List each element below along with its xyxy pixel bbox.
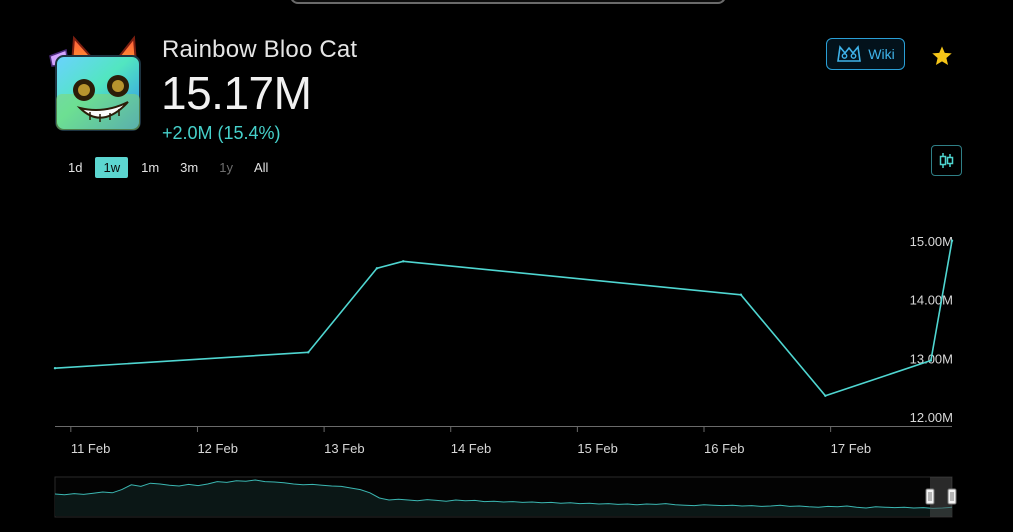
x-tick-label: 11 Feb	[71, 441, 111, 456]
x-tick-label: 12 Feb	[197, 441, 237, 456]
y-tick-label: 14.00M	[910, 293, 953, 308]
price-points	[53, 239, 954, 397]
y-tick-label: 15.00M	[910, 234, 953, 249]
range-tab-1d[interactable]: 1d	[68, 160, 83, 175]
star-icon[interactable]	[931, 45, 953, 67]
range-tab-1w[interactable]: 1w	[95, 157, 129, 178]
wiki-button[interactable]: Wiki	[826, 38, 905, 70]
time-range-tabs: 1d 1w 1m 3m 1y All	[60, 157, 276, 178]
price-point[interactable]	[824, 394, 827, 397]
chart-type-button[interactable]	[931, 145, 962, 176]
rainbow-bloo-cat-icon	[49, 35, 141, 131]
candlestick-icon	[939, 153, 954, 168]
x-tick-label: 16 Feb	[704, 441, 744, 456]
navigator-right-handle[interactable]	[947, 488, 957, 505]
wiki-label: Wiki	[868, 46, 895, 62]
range-tab-3m[interactable]: 3m	[180, 160, 199, 175]
navigator-area	[55, 480, 952, 516]
range-tab-1m[interactable]: 1m	[141, 160, 160, 175]
range-tab-1y: 1y	[219, 160, 233, 175]
x-tick-label: 17 Feb	[831, 441, 871, 456]
price-point[interactable]	[402, 260, 405, 263]
navigator-left-handle[interactable]	[925, 488, 935, 505]
x-tick-label: 14 Feb	[451, 441, 491, 456]
x-tick-label: 15 Feb	[577, 441, 617, 456]
x-tick-label: 13 Feb	[324, 441, 364, 456]
price-point[interactable]	[929, 359, 933, 362]
navigator-line	[54, 479, 953, 509]
price-point[interactable]	[307, 351, 310, 354]
price-series-line	[54, 240, 953, 397]
price-point[interactable]	[739, 293, 743, 296]
price-point[interactable]	[375, 267, 379, 270]
price-point[interactable]	[53, 366, 57, 370]
item-value: 15.17M	[161, 67, 312, 119]
x-axis-ticks: 11 Feb 12 Feb 13 Feb 14 Feb 15 Feb 16 Feb 17 F…	[70, 426, 871, 456]
range-tab-all[interactable]: All	[253, 160, 269, 175]
navigator-selection[interactable]	[930, 477, 952, 517]
wiki-logo-icon	[837, 45, 862, 62]
item-change: +2.0M (15.4%)	[162, 123, 281, 143]
price-point[interactable]	[950, 239, 954, 242]
y-tick-label: 12.00M	[910, 410, 953, 425]
item-name: Rainbow Bloo Cat	[162, 36, 358, 63]
